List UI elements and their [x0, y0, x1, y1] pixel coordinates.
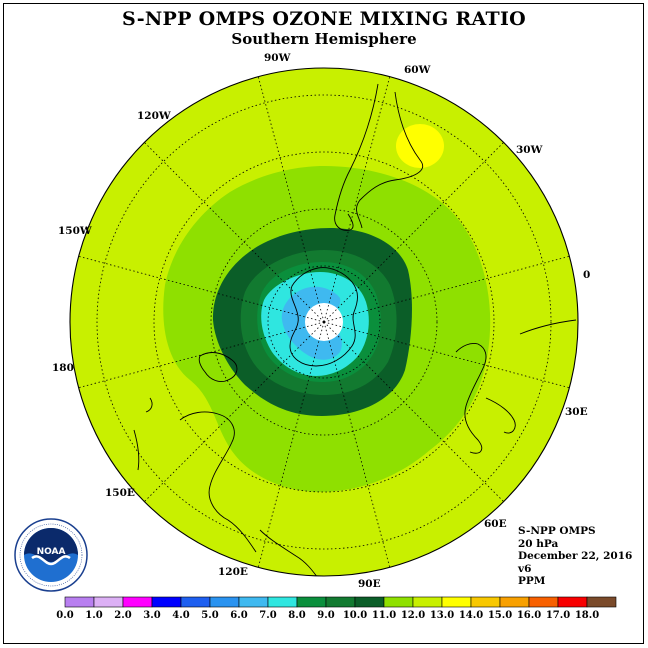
lon-label-120w: 120W: [137, 110, 171, 122]
colorbar-tick-label: 7.0: [259, 610, 276, 621]
colorbar-swatch: [499, 596, 530, 608]
lon-label-120e: 120E: [218, 566, 248, 578]
lon-label-180: 180: [52, 362, 74, 374]
colorbar-tick-label: 1.0: [85, 610, 102, 621]
colorbar-tick-label: 5.0: [201, 610, 218, 621]
colorbar-swatch: [296, 596, 327, 608]
ozone-field: [70, 68, 578, 576]
colorbar-tick-label: 14.0: [459, 610, 483, 621]
colorbar-swatch: [325, 596, 356, 608]
ozone-level-13-patch: [396, 124, 444, 168]
colorbar-swatch: [557, 596, 588, 608]
info-units: PPM: [518, 575, 546, 587]
colorbar-swatch: [209, 596, 240, 608]
info-date: December 22, 2016: [518, 550, 633, 562]
lon-label-30e: 30E: [565, 406, 588, 418]
noaa-logo: NOAA: [14, 518, 88, 592]
colorbar-tick-label: 11.0: [372, 610, 396, 621]
colorbar-tick-label: 9.0: [317, 610, 334, 621]
colorbar-swatch: [151, 596, 182, 608]
colorbar-swatch: [354, 596, 385, 608]
colorbar-tick-label: 10.0: [343, 610, 367, 621]
colorbar-swatch: [586, 596, 617, 608]
colorbar-tick-label: 4.0: [172, 610, 189, 621]
graticule: [78, 76, 570, 568]
colorbar-swatches: [64, 596, 617, 608]
noaa-logo-text: NOAA: [37, 547, 66, 557]
colorbar-swatch: [441, 596, 472, 608]
map-subtitle: Southern Hemisphere: [231, 30, 417, 48]
info-instrument: S-NPP OMPS: [518, 525, 596, 537]
colorbar-swatch: [64, 596, 95, 608]
colorbar-tick-label: 8.0: [288, 610, 305, 621]
lon-label-60w: 60W: [404, 64, 431, 76]
colorbar-swatch: [93, 596, 124, 608]
colorbar-swatch: [267, 596, 298, 608]
colorbar-tick-label: 16.0: [517, 610, 541, 621]
colorbar-swatch: [528, 596, 559, 608]
info-version: v6: [518, 562, 532, 575]
lon-label-90w: 90W: [264, 52, 291, 64]
colorbar-tick-label: 2.0: [114, 610, 131, 621]
colorbar-tick-label: 18.0: [575, 610, 599, 621]
product-info: S-NPP OMPS 20 hPa December 22, 2016 v6 P…: [518, 525, 632, 588]
lon-label-150w: 150W: [58, 225, 92, 237]
colorbar-swatch: [412, 596, 443, 608]
coastlines: [133, 83, 577, 576]
colorbar-swatch: [180, 596, 211, 608]
map-title: S-NPP OMPS OZONE MIXING RATIO: [121, 8, 527, 30]
colorbar-tick-label: 15.0: [488, 610, 512, 621]
lon-label-150e: 150E: [105, 487, 135, 499]
colorbar-tick-label: 0.0: [56, 610, 73, 621]
colorbar-tick-label: 13.0: [430, 610, 454, 621]
lon-label-90e: 90E: [358, 578, 381, 590]
colorbar-swatch: [238, 596, 269, 608]
colorbar-swatch: [470, 596, 501, 608]
lon-label-60e: 60E: [484, 518, 507, 530]
info-pressure-level: 20 hPa: [518, 537, 559, 550]
colorbar-tick-label: 3.0: [143, 610, 160, 621]
colorbar-tick-labels: 0.0 1.0 2.0 3.0 4.0 5.0 6.0 7.0 8.0 9.0 10.0 11.0 12…: [56, 610, 599, 621]
colorbar-tick-label: 12.0: [401, 610, 425, 621]
lon-label-30w: 30W: [516, 144, 543, 156]
colorbar-swatch: [122, 596, 153, 608]
lon-label-0: 0: [583, 269, 590, 281]
colorbar-tick-label: 6.0: [230, 610, 247, 621]
map-boundary: [69, 67, 579, 577]
colorbar-swatch: [383, 596, 414, 608]
colorbar-tick-label: 17.0: [546, 610, 570, 621]
